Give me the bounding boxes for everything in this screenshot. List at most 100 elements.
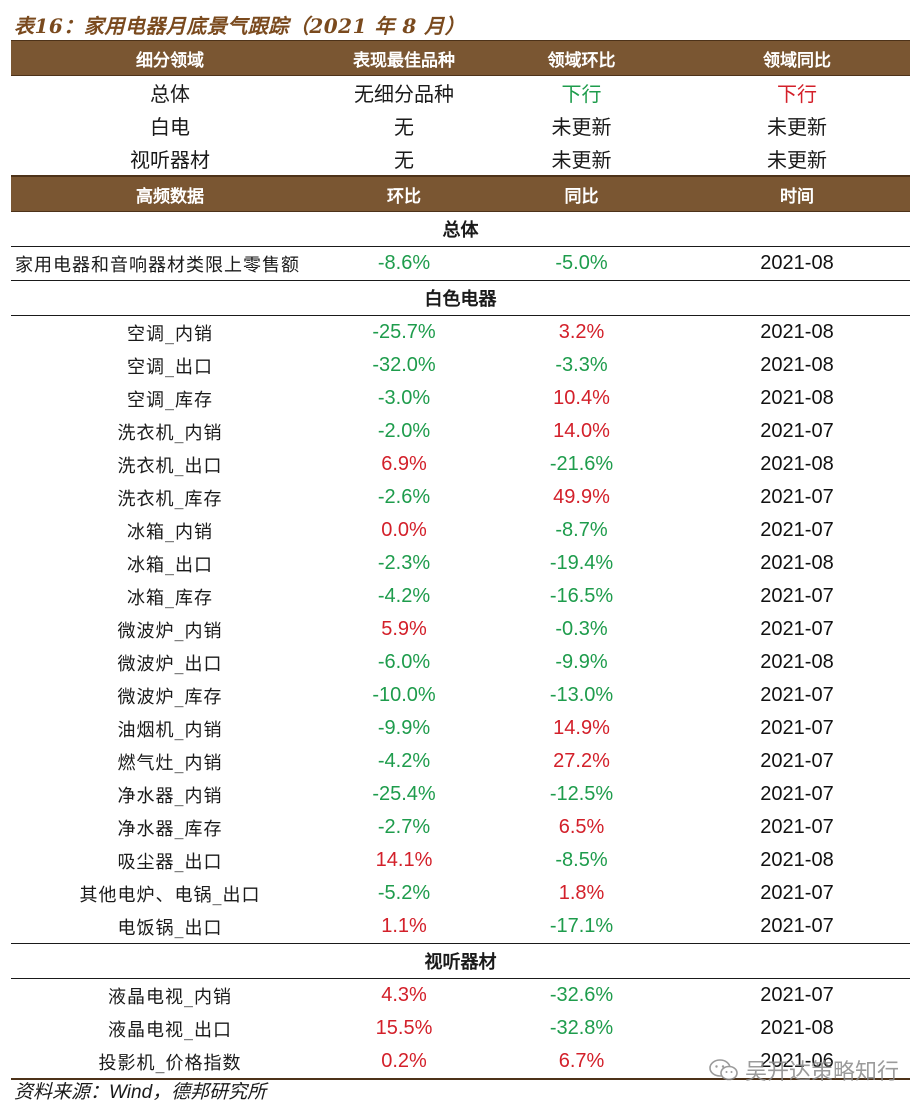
date-value: 2021-08	[760, 849, 834, 871]
yoy-value: -32.6%	[549, 984, 614, 1006]
table-row: 液晶电视_内销 4.3% -32.6% 2021-07	[11, 979, 910, 1012]
item-name: 冰箱_内销	[127, 521, 213, 543]
date-value: 2021-08	[760, 1017, 834, 1039]
yoy-value: 14.0%	[553, 420, 610, 442]
section-heading: 总体	[11, 212, 910, 247]
mom-value: -2.3%	[377, 552, 431, 574]
date-value: 2021-07	[760, 750, 834, 772]
date-value: 2021-07	[760, 684, 834, 706]
item-name: 液晶电视_出口	[108, 1019, 232, 1041]
header-cell: 领域同比	[763, 50, 831, 71]
section-rows: 总体 家用电器和音响器材类限上零售额 -8.6% -5.0% 2021-08 白色电器 空调…	[11, 212, 910, 1080]
summary-domain: 视听器材	[130, 148, 210, 172]
mom-value: -25.7%	[372, 321, 436, 343]
item-name: 家用电器和音响器材类限上零售额	[15, 254, 300, 276]
mom-value: -3.0%	[377, 387, 431, 409]
item-name: 液晶电视_内销	[108, 986, 232, 1008]
date-value: 2021-07	[760, 420, 834, 442]
date-value: 2021-08	[760, 354, 834, 376]
mom-value: -32.0%	[372, 354, 436, 376]
section-heading: 白色电器	[11, 281, 910, 316]
date-value: 2021-06	[760, 1050, 834, 1072]
item-name: 冰箱_出口	[127, 554, 213, 576]
summary-best: 无细分品种	[354, 82, 454, 106]
summary-row: 白电 无 未更新 未更新	[11, 109, 910, 142]
table-row: 家用电器和音响器材类限上零售额 -8.6% -5.0% 2021-08	[11, 247, 910, 281]
mom-value: -4.2%	[377, 750, 431, 772]
item-name: 净水器_库存	[117, 818, 223, 840]
summary-mom: 未更新	[551, 148, 612, 172]
item-name: 洗衣机_内销	[117, 422, 223, 444]
table-row: 油烟机_内销 -9.9% 14.9% 2021-07	[11, 712, 910, 745]
summary-yoy: 未更新	[767, 115, 827, 139]
table-row: 净水器_库存 -2.7% 6.5% 2021-07	[11, 811, 910, 844]
source-wind: Wind	[109, 1082, 153, 1103]
yoy-value: 3.2%	[558, 321, 605, 343]
table-row: 净水器_内销 -25.4% -12.5% 2021-07	[11, 778, 910, 811]
yoy-value: -19.4%	[549, 552, 614, 574]
summary-rows: 总体 无细分品种 下行 下行 白电无未更新 未更新 视听器材无未更新 未更新	[11, 76, 910, 175]
mom-value: 1.1%	[381, 915, 427, 937]
date-value: 2021-07	[760, 882, 834, 904]
header-cell: 同比	[564, 186, 599, 207]
mom-value: -2.7%	[377, 816, 431, 838]
item-name: 燃气灶_内销	[117, 752, 223, 774]
mom-value: 14.1%	[375, 849, 433, 871]
source-note: 资料来源：Wind，德邦研究所	[14, 1077, 266, 1104]
yoy-value: -32.8%	[549, 1017, 614, 1039]
summary-yoy: 下行	[777, 82, 817, 106]
date-value: 2021-08	[760, 321, 834, 343]
section-title: 视听器材	[424, 952, 497, 973]
yoy-value: 6.5%	[558, 816, 605, 838]
table-row: 洗衣机_内销 -2.0% 14.0% 2021-07	[11, 415, 910, 448]
data-table: 细分领域 表现最佳品种 领域环比 领域同比 总体 无细分品种 下行 下行 白电无未更新未…	[11, 40, 910, 1080]
date-value: 2021-07	[760, 519, 834, 541]
item-name: 微波炉_出口	[117, 653, 223, 675]
table-row: 冰箱_内销 0.0% -8.7% 2021-07	[11, 514, 910, 547]
header-cell: 环比	[387, 186, 421, 207]
item-name: 电饭锅_出口	[117, 917, 223, 939]
mom-value: 6.9%	[381, 453, 427, 475]
date-value: 2021-08	[760, 252, 834, 274]
table-row: 吸尘器_出口 14.1% -8.5% 2021-08	[11, 844, 910, 877]
yoy-value: 6.7%	[558, 1050, 605, 1072]
date-value: 2021-08	[760, 552, 834, 574]
yoy-value: 14.9%	[553, 717, 610, 739]
mom-value: -2.6%	[377, 486, 431, 508]
source-separator: ，	[152, 1081, 172, 1103]
summary-row: 视听器材 无 未更新 未更新	[11, 142, 910, 175]
yoy-value: -13.0%	[549, 684, 614, 706]
table-row: 洗衣机_出口 6.9% -21.6% 2021-08	[11, 448, 910, 481]
item-name: 微波炉_内销	[117, 620, 223, 642]
section-title: 总体	[442, 220, 479, 241]
item-name: 其他电炉、电锅_出口	[79, 884, 261, 906]
yoy-value: -21.6%	[549, 453, 614, 475]
yoy-value: -5.0%	[555, 252, 608, 274]
mom-value: 0.0%	[381, 519, 427, 541]
source-institute: 德邦研究所	[171, 1081, 267, 1103]
date-value: 2021-07	[760, 717, 834, 739]
summary-best: 无	[394, 115, 414, 139]
item-name: 洗衣机_出口	[117, 455, 223, 477]
yoy-value: -12.5%	[549, 783, 614, 805]
table-row: 冰箱_出口 -2.3% -19.4% 2021-08	[11, 547, 910, 580]
item-name: 吸尘器_出口	[117, 851, 223, 873]
yoy-value: -0.3%	[555, 618, 608, 640]
table-row: 其他电炉、电锅_出口 -5.2% 1.8% 2021-07	[11, 877, 910, 910]
item-name: 洗衣机_库存	[117, 488, 223, 510]
mom-value: -6.0%	[377, 651, 431, 673]
yoy-value: -8.5%	[555, 849, 608, 871]
watermark: 吴开达策略知行	[709, 1054, 899, 1086]
header-cell: 细分领域	[136, 50, 204, 71]
item-name: 空调_出口	[127, 356, 213, 378]
date-value: 2021-08	[760, 651, 834, 673]
table-row: 洗衣机_库存 -2.6% 49.9% 2021-07	[11, 481, 910, 514]
yoy-value: -17.1%	[549, 915, 614, 937]
watermark-text: 吴开达策略知行	[744, 1060, 899, 1085]
date-value: 2021-08	[760, 453, 834, 475]
table-title: 表16：家用电器月底景气跟踪（2021 年 8 月）	[14, 14, 466, 38]
summary-row: 总体 无细分品种 下行 下行	[11, 76, 910, 109]
yoy-value: -16.5%	[549, 585, 614, 607]
item-name: 净水器_内销	[117, 785, 223, 807]
table-row: 燃气灶_内销 -4.2% 27.2% 2021-07	[11, 745, 910, 778]
